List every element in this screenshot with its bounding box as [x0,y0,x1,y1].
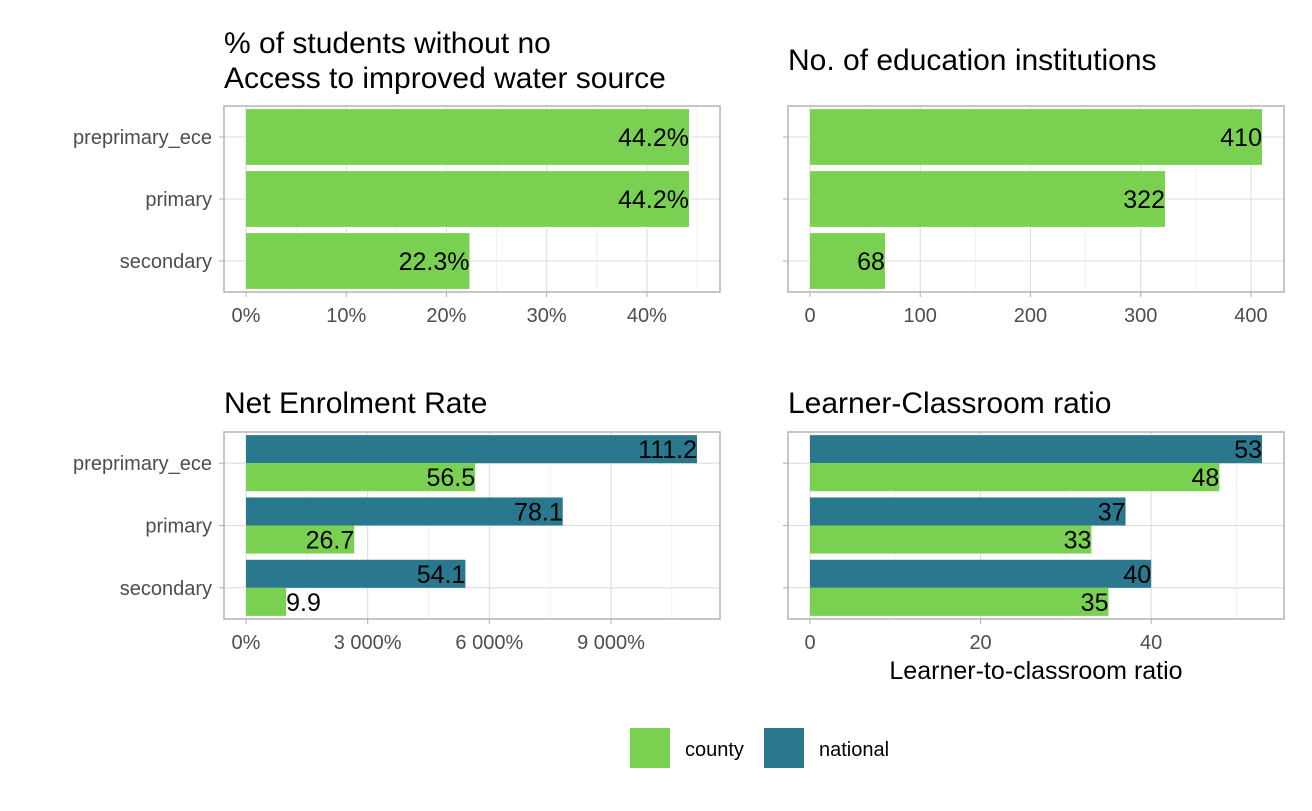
bar-county-secondary [810,233,885,289]
x-axis-label: Learner-to-classroom ratio [889,657,1182,685]
bars [246,435,697,616]
y-tick-label: preprimary_ece [73,453,212,475]
chart-title: Access to improved water source [224,62,666,95]
chart-title: % of students without no [224,27,551,60]
x-tick-label: 300 [1124,305,1157,327]
y-tick-label: primary [145,189,212,211]
x-tick-label: 400 [1234,305,1267,327]
x-tick-label: 0% [232,305,261,327]
x-tick-label: 3 000% [334,632,402,654]
data-labels: 53 37 40 48 33 35 [1064,436,1262,617]
data-label: 54.1 [417,561,466,589]
data-label: 26.7 [306,527,355,555]
chart-title: Learner-Classroom ratio [788,387,1111,420]
data-label: 78.1 [514,498,563,526]
bar-national-secondary [246,559,466,588]
bar-county-primary [246,171,689,227]
bar-county-secondary [246,233,470,289]
data-label: 56.5 [426,464,475,492]
x-tick-label: 30% [527,305,567,327]
data-label: 22.3% [399,248,470,276]
data-label: 53 [1234,436,1262,464]
x-tick-label: 9 000% [577,632,645,654]
bar-county-preprimary_ece [246,109,689,165]
chart-panel-3: Net Enrolment Rate 111.2 78.1 54.1 56.5 26.7 9… [73,387,721,654]
x-tick-label: 6 000% [455,632,523,654]
bar-national-secondary [810,559,1152,588]
x-tick-label: 0% [232,632,261,654]
bar-county-primary [810,525,1092,554]
data-label: 322 [1123,186,1165,214]
data-label: 40 [1123,561,1151,589]
x-tick-label: 20 [969,632,991,654]
bars [246,109,689,289]
legend-swatch-county [630,728,670,768]
bar-national-primary [810,497,1126,526]
bar-county-secondary [246,587,287,616]
x-tick-label: 0 [804,305,815,327]
data-label: 111.2 [638,436,697,464]
chart-title: Net Enrolment Rate [224,387,487,420]
x-tick-label: 40 [1140,632,1162,654]
legend: county national [630,728,889,768]
y-tick-label: secondary [120,251,212,273]
data-label: 37 [1098,498,1126,526]
bar-county-primary [246,525,355,554]
x-tick-label: 0 [804,632,815,654]
bar-county-preprimary_ece [810,109,1262,165]
data-label: 44.2% [618,124,689,152]
chart-panel-4: Learner-Classroom ratio 53 37 40 48 33 35 0 20 40… [783,387,1285,685]
legend-swatch-national [764,728,804,768]
bar-county-preprimary_ece [246,463,476,492]
data-label: 68 [857,248,885,276]
x-tick-label: 40% [627,305,667,327]
bar-national-preprimary_ece [810,435,1262,464]
x-tick-label: 100 [904,305,937,327]
chart-title: No. of education institutions [788,44,1157,77]
bar-national-preprimary_ece [246,435,697,464]
data-labels: 410 322 68 [857,124,1262,276]
data-labels: 44.2% 44.2% 22.3% [399,124,689,276]
bars [810,435,1262,616]
x-tick-label: 200 [1014,305,1047,327]
data-label: 35 [1081,589,1109,617]
bar-national-primary [246,497,563,526]
y-tick-label: primary [145,516,212,538]
x-tick-label: 20% [426,305,466,327]
data-label: 44.2% [618,186,689,214]
data-labels: 111.2 78.1 54.1 56.5 26.7 9.9 [286,436,697,617]
y-tick-label: secondary [120,578,212,600]
data-label: 410 [1220,124,1262,152]
bars [810,109,1262,289]
bar-county-secondary [810,587,1109,616]
data-label: 48 [1192,464,1220,492]
bar-county-preprimary_ece [810,463,1220,492]
legend-label-county: county [685,739,744,761]
data-label: 9.9 [286,589,321,617]
chart-panel-2: No. of education institutions 410 322 68 0 10… [783,44,1285,327]
y-tick-label: preprimary_ece [73,127,212,149]
bar-county-primary [810,171,1165,227]
x-tick-label: 10% [326,305,366,327]
legend-label-national: national [819,739,889,761]
data-label: 33 [1064,527,1092,555]
